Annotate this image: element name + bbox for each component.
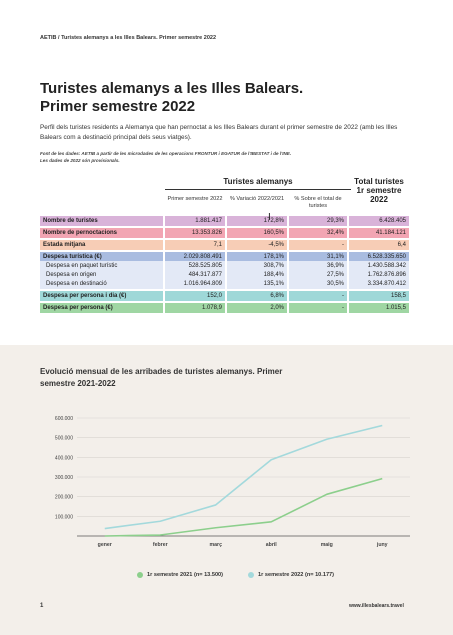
chart-x-ticks: gener febrer març abril maig juny (98, 542, 388, 548)
row-label: Despesa per persona (€) (40, 303, 163, 313)
cell-variacio: 135,1% (227, 279, 287, 289)
cell-semestre: 7,1 (165, 240, 225, 250)
series-line-1 (104, 424, 383, 530)
cell-total: 158,5 (349, 291, 409, 301)
col-header-sobre-total: % Sobre el total de turistes (294, 196, 342, 209)
row-label: Despesa en origen (40, 270, 163, 280)
cell-sobre-total: 32,4% (289, 228, 347, 238)
legend-dot-2022 (248, 572, 254, 578)
cell-sobre-total: 27,5% (289, 270, 347, 280)
col-header-variacio: % Variació 2022/2021 (229, 196, 285, 202)
cell-sobre-total: 36,9% (289, 261, 347, 271)
running-head: AETIB / Turistes alemanys a les Illes Ba… (40, 35, 216, 41)
total-header: Total turistes 1r semestre 2022 (354, 177, 404, 204)
x-tick-label: maig (321, 542, 333, 548)
cell-variacio: 178,1% (227, 252, 287, 262)
legend-item-2021: 1r semestre 2021 (n= 13.500) (137, 572, 223, 578)
y-tick-label: 600.000 (55, 416, 73, 422)
cell-variacio: 172,8% (227, 216, 287, 226)
table-row: Nombre de pernoctacions 13.353.826 160,5% 3… (40, 228, 410, 238)
y-tick-label: 500.000 (55, 436, 73, 442)
cell-semestre: 484.317.877 (165, 270, 225, 280)
table-row: Despesa per persona (€) 1.078,9 2,0% -1.015… (40, 303, 410, 313)
x-tick-label: febrer (153, 542, 168, 548)
cell-semestre: 13.353.826 (165, 228, 225, 238)
footer-website-link[interactable]: www.illesbalears.travel (349, 603, 404, 609)
series-line-0 (104, 477, 383, 537)
cell-total: 6.428.405 (349, 216, 409, 226)
row-label: Nombre de pernoctacions (40, 228, 163, 238)
source-line-2: Les dades de 2022 són provisionals. (40, 157, 120, 163)
source-note: Font de les dades: AETIB a partir de les… (40, 151, 410, 164)
table-row: Despesa turística (€) 2.029.808.491 178,1%… (40, 252, 410, 262)
cell-semestre: 2.029.808.491 (165, 252, 225, 262)
cell-semestre: 528.525.805 (165, 261, 225, 271)
title-line-2: Primer semestre 2022 (40, 98, 196, 115)
cell-variacio: -4,5% (227, 240, 287, 250)
source-line-1: Font de les dades: AETIB a partir de les… (40, 151, 292, 156)
cell-sobre-total: - (289, 291, 347, 301)
row-label: Estada mitjana (40, 240, 163, 250)
y-tick-label: 100.000 (55, 514, 73, 520)
x-tick-label: juny (376, 542, 388, 548)
cell-variacio: 188,4% (227, 270, 287, 280)
group-header-rule (165, 189, 351, 190)
row-label: Despesa en paquet turístic (40, 261, 163, 271)
chart-grid (77, 417, 410, 537)
cell-sobre-total: 29,3% (289, 216, 347, 226)
cell-semestre: 1.881.417 (165, 216, 225, 226)
cell-sobre-total: - (289, 303, 347, 313)
chart-title: Evolució mensual de les arribades de tur… (40, 367, 283, 388)
cell-total: 1.015,5 (349, 303, 409, 313)
legend-label-2022: 1r semestre 2022 (n= 10.177) (258, 572, 335, 578)
title-line-1: Turistes alemanys a les Illes Balears. (40, 80, 304, 97)
page-title: Turistes alemanys a les Illes Balears. P… (40, 80, 303, 116)
cell-variacio: 160,5% (227, 228, 287, 238)
x-tick-label: abril (266, 542, 278, 548)
cell-variacio: 308,7% (227, 261, 287, 271)
cell-variacio: 6,8% (227, 291, 287, 301)
chart-y-ticks: 100.000 200.000 300.000 400.000 500.000 600.0… (55, 416, 73, 520)
cell-sobre-total: - (289, 240, 347, 250)
page-number: 1 (40, 603, 44, 609)
table-row: Despesa en paquet turístic 528.525.805 308… (40, 261, 410, 271)
cell-variacio: 2,0% (227, 303, 287, 313)
x-tick-label: març (210, 542, 223, 548)
cell-total: 1.762.876.896 (349, 270, 409, 280)
cell-total: 1.430.588.342 (349, 261, 409, 271)
cell-sobre-total: 30,5% (289, 279, 347, 289)
legend-item-2022: 1r semestre 2022 (n= 10.177) (248, 572, 334, 578)
y-tick-label: 200.000 (55, 495, 73, 501)
row-label: Despesa en destinació (40, 279, 163, 289)
col-header-semestre: Primer semestre 2022 (167, 196, 223, 202)
cell-semestre: 1.078,9 (165, 303, 225, 313)
cell-semestre: 1.016.964.809 (165, 279, 225, 289)
intro-paragraph: Perfil dels turistes residents a Alemany… (40, 124, 398, 141)
table-row: Despesa per persona i dia (€) 152,0 6,8% -1… (40, 291, 410, 301)
cell-total: 3.334.870.412 (349, 279, 409, 289)
cell-total: 6,4 (349, 240, 409, 250)
chart-lines (104, 424, 383, 537)
group-header: Turistes alemanys (223, 177, 293, 186)
table-row: Despesa en origen 484.317.877 188,4% 27,5% 1… (40, 270, 410, 280)
y-tick-label: 400.000 (55, 455, 73, 461)
table-row: Estada mitjana 7,1 -4,5% -6,4 (40, 240, 410, 250)
cell-total: 6.528.335.650 (349, 252, 409, 262)
row-label: Despesa per persona i dia (€) (40, 291, 163, 301)
cell-semestre: 152,0 (165, 291, 225, 301)
row-label: Despesa turística (€) (40, 252, 163, 262)
table-row: Nombre de turistes 1.881.417 172,8% 29,3% 6.… (40, 216, 410, 226)
table-row: Despesa en destinació 1.016.964.809 135,1%… (40, 279, 410, 289)
cell-sobre-total: 31,1% (289, 252, 347, 262)
legend-label-2021: 1r semestre 2021 (n= 13.500) (147, 572, 224, 578)
legend-dot-2021 (137, 572, 143, 578)
page-bottom-section (0, 345, 453, 635)
x-tick-label: gener (98, 542, 112, 548)
row-label: Nombre de turistes (40, 216, 163, 226)
text-cursor-icon: I (268, 212, 271, 223)
y-tick-label: 300.000 (55, 475, 73, 481)
cell-total: 41.184.121 (349, 228, 409, 238)
